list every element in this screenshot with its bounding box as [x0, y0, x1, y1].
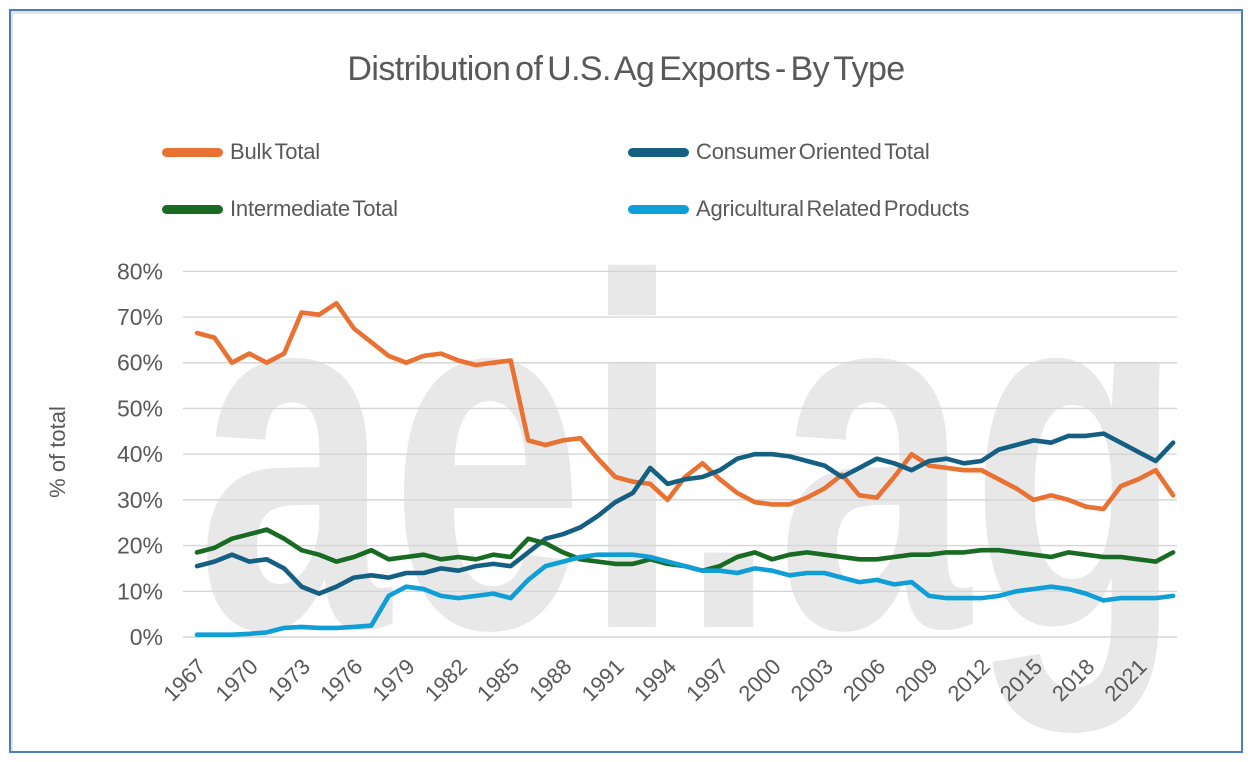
- legend-label-intermediate-total: Intermediate Total: [230, 196, 398, 221]
- legend-swatch-bulk-total: [162, 147, 223, 157]
- legend-label-bulk-total: Bulk Total: [230, 139, 320, 164]
- legend-item-intermediate-total: Intermediate Total: [162, 194, 398, 224]
- legend-item-agricultural-related-products: Agricultural Related Products: [628, 194, 969, 224]
- chart-title: Distribution of U.S. Ag Exports - By Typ…: [347, 50, 905, 88]
- series-line-consumer-oriented-total: [194, 431, 1176, 596]
- y-tick-label: 70%: [117, 304, 163, 330]
- y-tick-label: 30%: [117, 487, 163, 513]
- y-tick-label: 60%: [117, 350, 163, 376]
- legend-item-bulk-total: Bulk Total: [162, 137, 320, 167]
- watermark-text: aei.ag: [197, 174, 1183, 736]
- y-tick-label: 20%: [117, 533, 163, 559]
- y-tick-label: 80%: [117, 258, 163, 284]
- legend-label-agricultural-related-products: Agricultural Related Products: [696, 196, 970, 221]
- legend-swatch-agricultural-related-products: [628, 204, 689, 214]
- series-line-agricultural-related-products: [194, 552, 1176, 638]
- y-tick-label: 40%: [117, 441, 163, 467]
- y-tick-label: 10%: [117, 578, 163, 604]
- legend-swatch-consumer-oriented-total: [628, 147, 689, 157]
- y-tick-label: 50%: [117, 395, 163, 421]
- legend-item-consumer-oriented-total: Consumer Oriented Total: [628, 137, 930, 167]
- legend-label-consumer-oriented-total: Consumer Oriented Total: [696, 139, 930, 164]
- legend-swatch-intermediate-total: [162, 204, 223, 214]
- y-tick-label: 0%: [130, 624, 163, 650]
